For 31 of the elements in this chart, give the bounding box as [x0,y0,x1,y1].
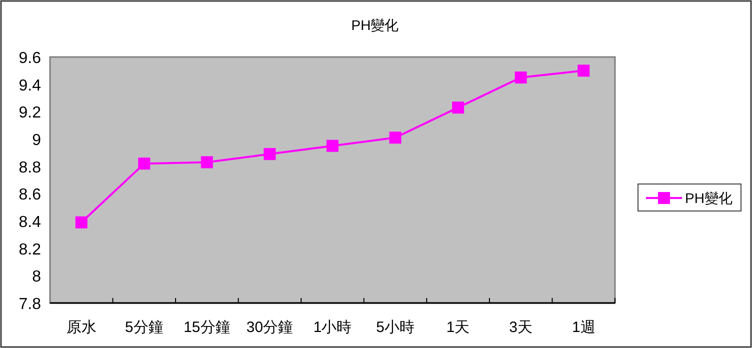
point [200,156,213,168]
y-tick-label: 9.2 [18,104,42,122]
point [578,64,590,77]
legend-label: PH變化 [685,190,732,206]
point [389,132,402,144]
point [452,102,464,114]
x-tick-label: 30分鐘 [246,319,294,336]
point [138,158,150,170]
point [326,140,338,152]
y-tick-label: 7.8 [18,296,42,313]
y-tick-label: 8 [32,268,42,286]
x-tick-label: 1天 [446,319,470,336]
x-tick-label: 5小時 [376,319,414,336]
x-tick-label: 原水 [66,319,96,336]
x-tick-label: 1週 [572,319,596,336]
y-tick-label: 8.8 [18,159,42,176]
title: PH變化 [351,17,399,33]
y-tick-label: 8.4 [18,214,42,231]
point [264,148,276,160]
y-tick-label: 9 [32,132,42,149]
y-tick-label: 8.6 [18,186,42,204]
x-tick-label: 5分鐘 [124,319,164,336]
point [75,216,88,228]
point [514,72,527,84]
y-tick-label: 9.6 [18,50,42,67]
x-tick-label: 15分鐘 [184,319,230,336]
legend: PH變化 [638,184,742,212]
y-tick-label: 9.4 [18,77,42,94]
x-tick-label: 1小時 [313,319,352,336]
y-tick-label: 8.2 [18,241,42,258]
x-tick-label: 3天 [509,319,533,336]
